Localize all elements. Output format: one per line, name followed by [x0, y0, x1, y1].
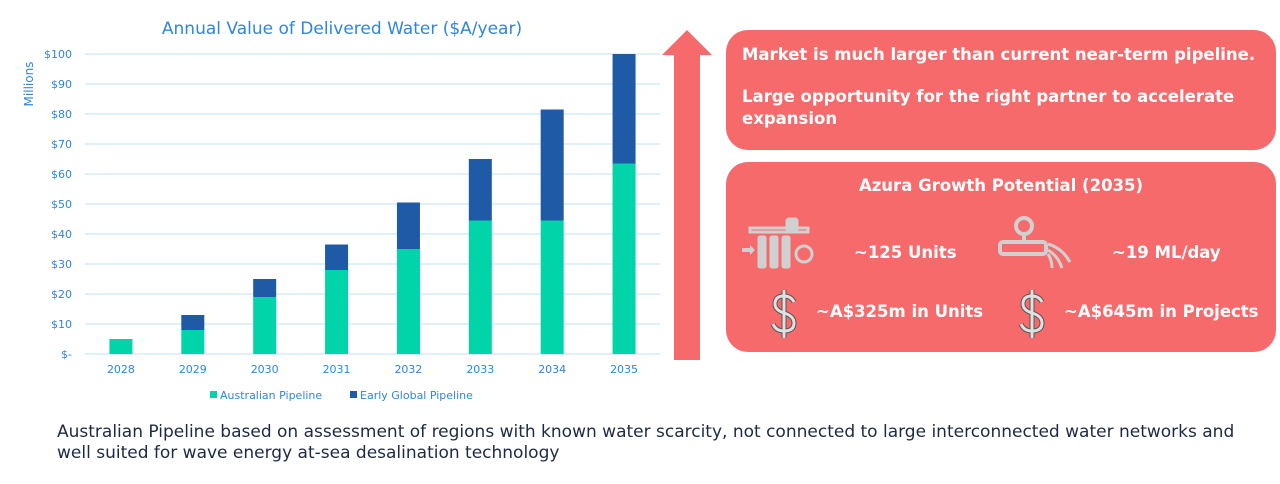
dollar-icon [1018, 290, 1045, 338]
bar-early-global-pipeline [540, 109, 564, 221]
dollar-icon [770, 290, 797, 338]
y-tick-label: $20 [51, 288, 72, 301]
x-tick-label: 2029 [179, 363, 207, 376]
bar-australian-pipeline [181, 330, 205, 354]
x-tick-label: 2035 [610, 363, 638, 376]
pipe-outflow-icon [998, 216, 1072, 269]
bar-early-global-pipeline [396, 202, 420, 249]
y-tick-label: $30 [51, 258, 72, 271]
flow-rate: ~19 ML/day [1112, 243, 1221, 262]
footnote: Australian Pipeline based on assessment … [57, 422, 1235, 463]
bar-australian-pipeline [468, 220, 492, 354]
legend-label: Early Global Pipeline [360, 389, 473, 402]
bar-australian-pipeline [396, 249, 420, 354]
bar-australian-pipeline [325, 270, 349, 354]
bar-early-global-pipeline [612, 54, 636, 164]
x-tick-label: 2034 [538, 363, 566, 376]
y-tick-label: $70 [51, 138, 72, 151]
market-callout: Market is much larger than current near-… [726, 30, 1276, 150]
callout-line-1: Market is much larger than current near-… [742, 45, 1256, 64]
projects-value: ~A$645m in Projects [1064, 302, 1259, 321]
bar-early-global-pipeline [181, 315, 205, 330]
y-tick-label: $100 [44, 48, 72, 61]
up-arrow-icon [662, 30, 712, 360]
bar-early-global-pipeline [325, 244, 349, 270]
x-tick-label: 2028 [107, 363, 135, 376]
bar-australian-pipeline [109, 339, 133, 354]
y-tick-label: $80 [51, 108, 72, 121]
bar-australian-pipeline [612, 163, 636, 354]
bar-australian-pipeline [540, 220, 564, 354]
y-axis-label: Millions [22, 62, 36, 107]
water-filter-icon [742, 217, 814, 269]
x-tick-label: 2033 [466, 363, 494, 376]
x-tick-label: 2030 [251, 363, 279, 376]
legend-swatch [350, 391, 357, 398]
y-tick-label: $90 [51, 78, 72, 91]
bar-early-global-pipeline [468, 159, 492, 221]
callout-line-2: Large opportunity for the right partner … [742, 87, 1235, 128]
y-tick-label: $60 [51, 168, 72, 181]
bar-australian-pipeline [253, 297, 277, 354]
y-tick-label: $10 [51, 318, 72, 331]
bar-early-global-pipeline [253, 279, 277, 297]
growth-title: Azura Growth Potential (2035) [858, 176, 1144, 195]
units-count: ~125 Units [854, 243, 957, 262]
units-value: ~A$325m in Units [816, 302, 984, 321]
growth-potential-panel: Azura Growth Potential (2035) ~125 Units… [726, 162, 1276, 352]
chart-title: Annual Value of Delivered Water ($A/year… [162, 19, 522, 39]
stacked-bar-chart: Annual Value of Delivered Water ($A/year… [22, 19, 660, 402]
x-tick-label: 2032 [394, 363, 422, 376]
legend-swatch [210, 391, 217, 398]
y-tick-label: $40 [51, 228, 72, 241]
y-tick-label: $- [61, 348, 72, 361]
x-tick-label: 2031 [323, 363, 351, 376]
legend-label: Australian Pipeline [220, 389, 322, 402]
y-tick-label: $50 [51, 198, 72, 211]
